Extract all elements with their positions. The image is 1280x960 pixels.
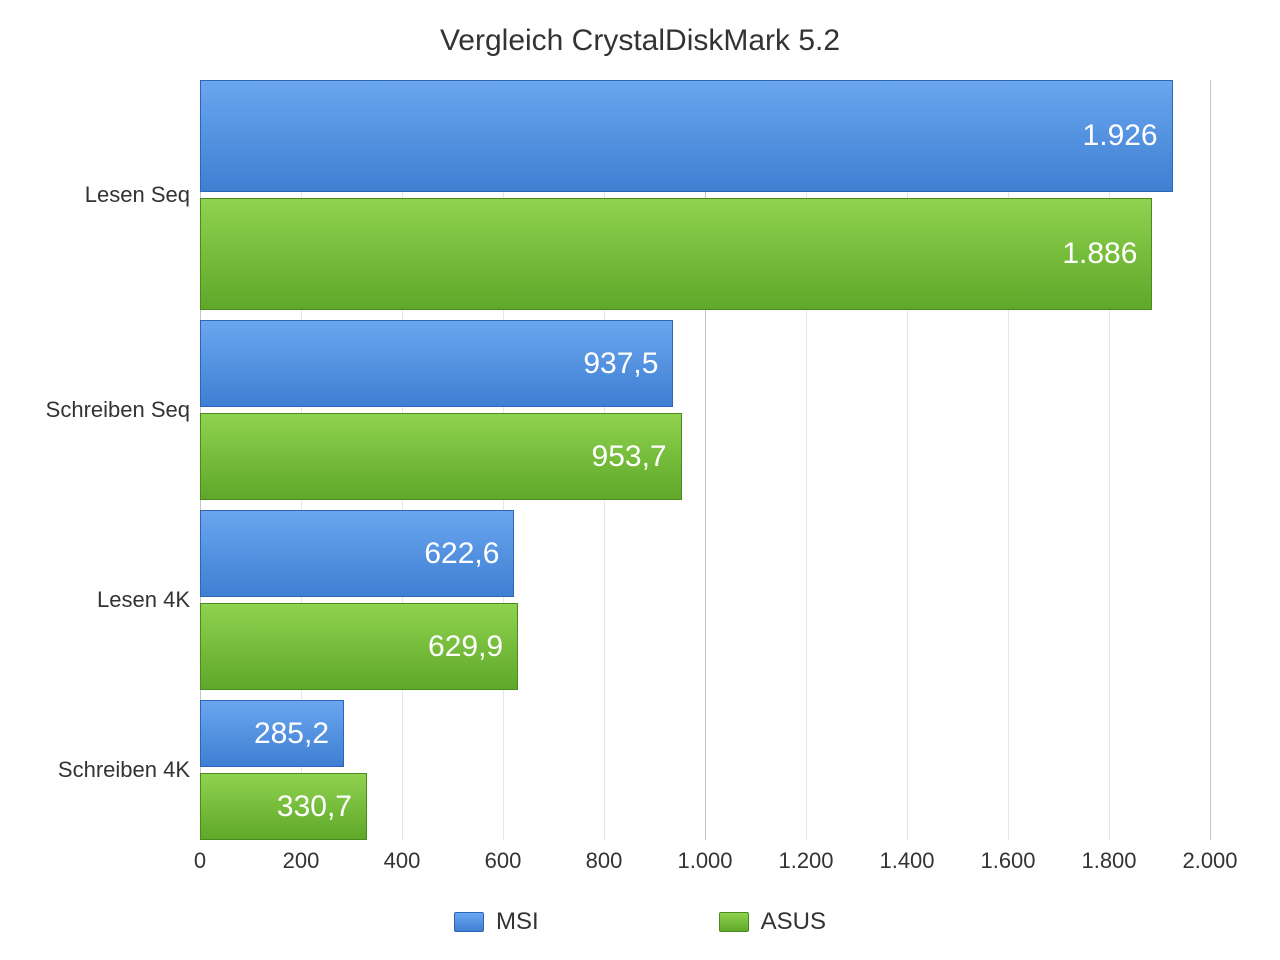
x-tick-label: 0 xyxy=(194,848,206,874)
category-label: Schreiben Seq xyxy=(46,397,190,423)
x-tick-label: 1.800 xyxy=(1081,848,1136,874)
gridline xyxy=(806,80,807,840)
category-label: Lesen Seq xyxy=(85,182,190,208)
plot-area: 02004006008001.0001.2001.4001.6001.8002.… xyxy=(200,80,1210,840)
bar-value-label: 1.886 xyxy=(1062,237,1137,271)
bar-msi: 622,6 xyxy=(200,510,514,597)
x-tick-label: 200 xyxy=(283,848,320,874)
legend-item-asus: ASUS xyxy=(719,908,826,936)
legend-item-msi: MSI xyxy=(454,908,539,936)
category-label: Lesen 4K xyxy=(97,587,190,613)
bar-value-label: 953,7 xyxy=(592,440,667,474)
category-label: Schreiben 4K xyxy=(58,757,190,783)
legend: MSI ASUS xyxy=(0,908,1280,936)
bar-asus: 629,9 xyxy=(200,603,518,690)
gridline xyxy=(705,80,706,840)
bar-msi: 1.926 xyxy=(200,80,1173,192)
chart-title: Vergleich CrystalDiskMark 5.2 xyxy=(0,24,1280,58)
x-tick-label: 2.000 xyxy=(1182,848,1237,874)
x-tick-label: 800 xyxy=(586,848,623,874)
bar-value-label: 629,9 xyxy=(428,630,503,664)
bar-asus: 953,7 xyxy=(200,413,682,500)
x-tick-label: 1.600 xyxy=(980,848,1035,874)
legend-swatch xyxy=(454,912,484,932)
x-tick-label: 1.400 xyxy=(879,848,934,874)
benchmark-chart: Vergleich CrystalDiskMark 5.2 0200400600… xyxy=(0,0,1280,960)
bar-msi: 937,5 xyxy=(200,320,673,407)
x-tick-label: 1.200 xyxy=(778,848,833,874)
bar-value-label: 330,7 xyxy=(277,790,352,824)
bar-value-label: 285,2 xyxy=(254,717,329,751)
gridline xyxy=(1210,80,1211,840)
gridline xyxy=(907,80,908,840)
gridline xyxy=(1109,80,1110,840)
bar-msi: 285,2 xyxy=(200,700,344,767)
legend-label: ASUS xyxy=(761,908,826,936)
bar-value-label: 622,6 xyxy=(424,537,499,571)
legend-swatch xyxy=(719,912,749,932)
gridline xyxy=(1008,80,1009,840)
bar-asus: 1.886 xyxy=(200,198,1152,310)
x-tick-label: 1.000 xyxy=(677,848,732,874)
x-tick-label: 600 xyxy=(485,848,522,874)
x-tick-label: 400 xyxy=(384,848,421,874)
bar-value-label: 1.926 xyxy=(1083,119,1158,153)
legend-label: MSI xyxy=(496,908,539,936)
bar-asus: 330,7 xyxy=(200,773,367,840)
bar-value-label: 937,5 xyxy=(583,347,658,381)
